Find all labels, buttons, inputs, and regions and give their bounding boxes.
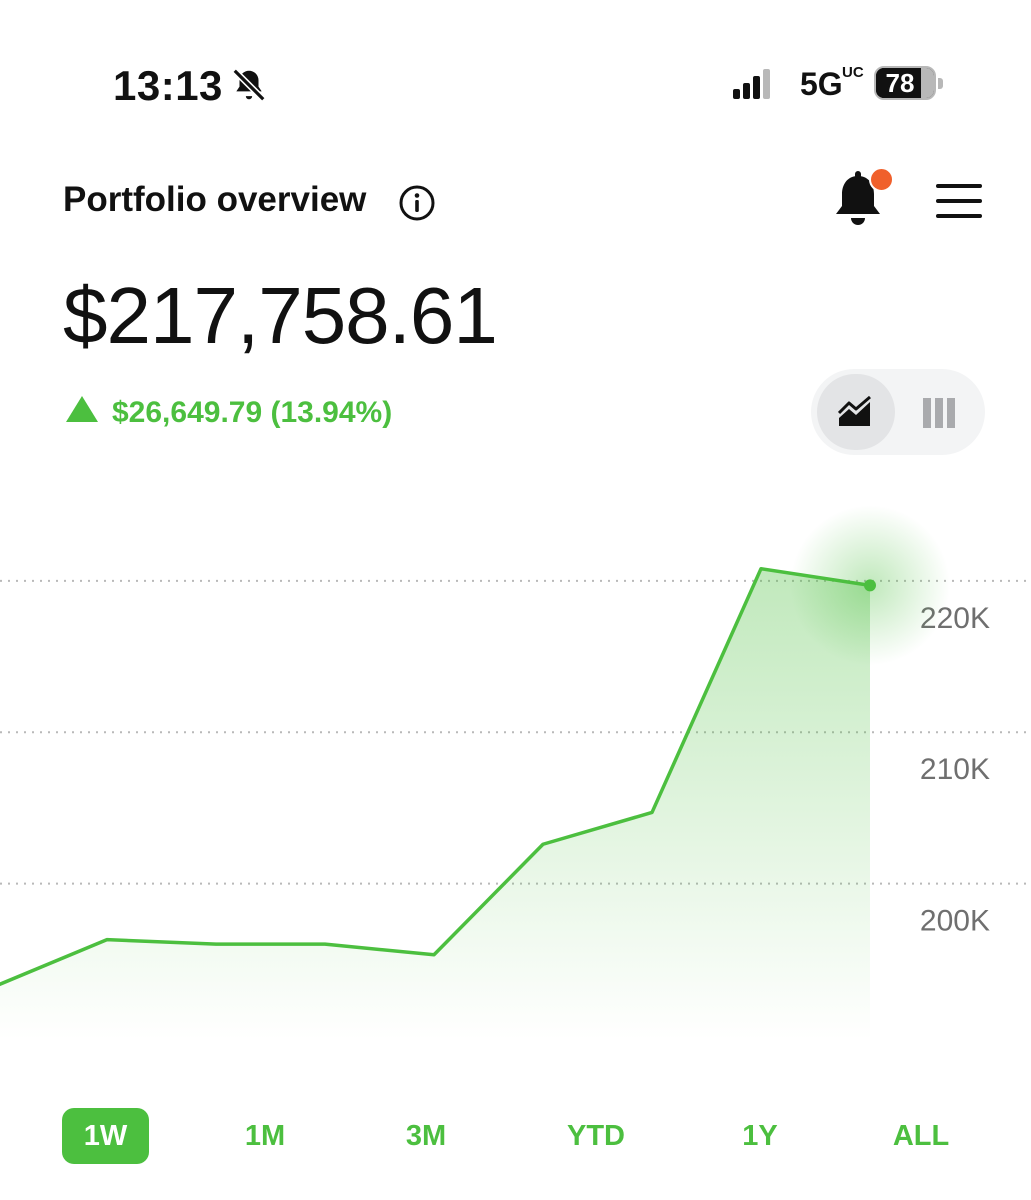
- range-1m-button[interactable]: 1M: [244, 1120, 286, 1152]
- range-all-button[interactable]: ALL: [892, 1120, 950, 1152]
- menu-icon[interactable]: [936, 183, 982, 219]
- y-tick-label: 210K: [920, 753, 990, 786]
- range-ytd-button[interactable]: YTD: [567, 1120, 625, 1152]
- bell-icon[interactable]: [832, 170, 884, 228]
- network-suffix: UC: [842, 64, 864, 81]
- line-chart-toggle[interactable]: [817, 374, 895, 450]
- range-1w-button[interactable]: 1W: [62, 1108, 149, 1164]
- status-bar: 13:13 5G UC 78: [0, 0, 1031, 130]
- info-icon[interactable]: [398, 184, 436, 222]
- portfolio-change: $26,649.79 (13.94%): [66, 396, 392, 430]
- y-tick-label: 200K: [920, 905, 990, 938]
- battery-icon: 78: [874, 66, 936, 100]
- change-value: $26,649.79 (13.94%): [112, 396, 393, 429]
- battery-tip: [938, 78, 943, 89]
- bell-slash-icon: [232, 68, 266, 102]
- battery-level: 78: [885, 68, 915, 98]
- chart-area: [0, 568, 870, 1040]
- range-3m-button[interactable]: 3M: [405, 1120, 447, 1152]
- bar-chart-toggle[interactable]: [907, 374, 979, 450]
- chart-view-toggle: [811, 369, 985, 455]
- network-type: 5G: [800, 66, 843, 102]
- portfolio-balance: $217,758.61: [63, 271, 498, 360]
- signal-icon: [733, 69, 770, 99]
- line-chart-icon: [838, 396, 871, 426]
- time-range-selector: 1W 1M 3M YTD 1Y ALL: [0, 1108, 1031, 1168]
- up-arrow-icon: [66, 396, 98, 422]
- page-title: Portfolio overview: [63, 180, 367, 219]
- bar-chart-icon: [923, 398, 955, 428]
- current-point: [864, 579, 876, 592]
- chart-line: [0, 566, 871, 987]
- battery-fill: [876, 68, 922, 98]
- battery-empty: [921, 68, 934, 98]
- range-1y-button[interactable]: 1Y: [742, 1120, 778, 1152]
- status-time: 13:13: [113, 62, 223, 109]
- notification-badge: [869, 167, 894, 192]
